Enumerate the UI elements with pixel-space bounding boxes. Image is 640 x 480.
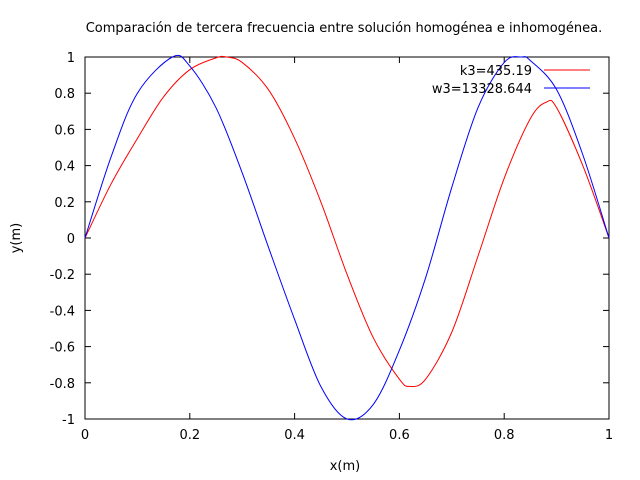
y-tick-label: -0.2: [50, 268, 75, 283]
y-tick-label: -0.6: [50, 341, 75, 356]
y-tick-label: 0.4: [54, 160, 75, 175]
legend-label-2: w3=13328.644: [432, 82, 532, 97]
chart-title: Comparación de tercera frecuencia entre …: [86, 21, 603, 36]
y-axis: -1 -0.8 -0.6 -0.4 -0.2 0 0.2 0.4 0.6 0.8 1: [50, 51, 609, 428]
y-tick-label: 0.6: [54, 123, 75, 138]
legend-label-1: k3=435.19: [460, 64, 532, 79]
y-tick-label: 0.2: [54, 196, 75, 211]
x-tick-label: 0.2: [179, 428, 200, 443]
series-line-1: [84, 55, 610, 388]
y-tick-label: -0.4: [50, 304, 75, 319]
y-tick-label: 0: [67, 232, 75, 247]
series-lines: [84, 54, 610, 421]
x-tick-label: 0.6: [389, 428, 410, 443]
x-tick-label: 1: [605, 428, 613, 443]
y-axis-label: y(m): [9, 223, 24, 254]
x-tick-label: 0.8: [494, 428, 515, 443]
legend: k3=435.19 w3=13328.644: [432, 64, 590, 97]
y-tick-label: -0.8: [50, 377, 75, 392]
x-axis-label: x(m): [330, 459, 361, 474]
x-tick-label: 0: [81, 428, 89, 443]
x-axis: 0 0.2 0.4 0.6 0.8 1: [81, 57, 613, 443]
plot-frame: [84, 56, 610, 420]
y-tick-label: 1: [67, 51, 75, 66]
y-tick-label: 0.8: [54, 87, 75, 102]
series-line-2: [84, 54, 610, 421]
x-tick-label: 0.4: [284, 428, 305, 443]
y-tick-label: -1: [62, 413, 75, 428]
